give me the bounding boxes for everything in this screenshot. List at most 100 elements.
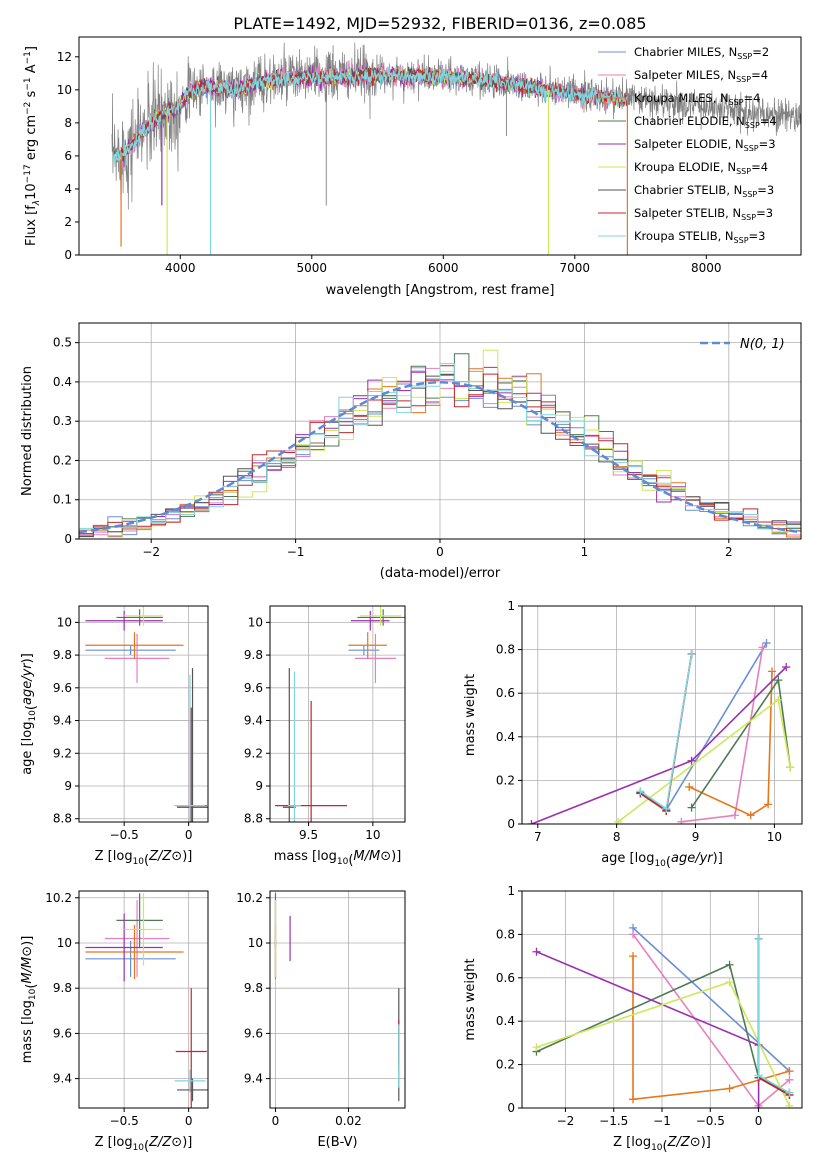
y-tick-label: 9.4 <box>53 714 72 728</box>
y-tick-label: 0.2 <box>496 773 515 787</box>
figure-title: PLATE=1492, MJD=52932, FIBERID=0136, z=0… <box>233 14 646 33</box>
weight-line-celodie <box>536 963 790 1094</box>
weight-marker-selodie <box>754 1104 763 1108</box>
label-part: )] <box>701 1135 711 1150</box>
weight-line-sstelib <box>639 653 693 813</box>
y-tick-label: 10 <box>248 615 263 629</box>
x-axis-label: Z [log10(Z/Z⊙)] <box>613 1135 711 1154</box>
axes-frame <box>269 605 406 823</box>
label-part: )] <box>713 851 723 866</box>
legend-label-main: Chabrier ELODIE, N <box>634 114 745 128</box>
gridlines <box>522 606 802 824</box>
legend-label-sub: SSP <box>736 167 751 176</box>
y-tick-label: 0 <box>507 1101 515 1115</box>
y-axis-label: mass weight <box>463 674 478 756</box>
legend-label-sub: SSP <box>742 190 757 199</box>
x-axis-label: Z [log10(Z/Z⊙)] <box>95 1135 193 1154</box>
label-part: M/M⊙ <box>353 849 391 864</box>
y-tick-label: 9.6 <box>244 1026 263 1040</box>
x-axis-label: E(B-V) <box>317 1135 357 1150</box>
y-tick-label: 9.4 <box>244 714 263 728</box>
plot-area <box>522 606 802 824</box>
x-tick-label: 0 <box>185 828 193 842</box>
axes-frame <box>78 605 209 823</box>
legend-label-gaussian: N(0, 1) <box>740 337 785 352</box>
legend-label-sstelib: Salpeter STELIB, NSSP=3 <box>634 206 773 222</box>
weight-marker-kmiles <box>629 1095 638 1104</box>
weight-line-cmiles <box>632 927 790 1072</box>
y-tick-label: 0.6 <box>496 971 515 985</box>
weight-marker-smiles <box>730 811 739 820</box>
label-part: −2 <box>23 102 33 115</box>
legend-label-suffix: =4 <box>751 68 768 82</box>
legend-label-main: Kroupa ELODIE, N <box>634 160 736 174</box>
legend-label-sub: SSP <box>729 98 744 107</box>
label-part: s <box>24 90 39 101</box>
x-axis-label: wavelength [Angstrom, rest frame] <box>326 283 555 298</box>
weight-line-cstelib <box>639 653 693 813</box>
y-tick-label: 4 <box>64 182 72 196</box>
y-tick-label: 9.8 <box>244 648 263 662</box>
weight-line-selodie <box>531 666 787 824</box>
x-tick-label: 6000 <box>428 261 459 275</box>
label-part: )] <box>182 849 192 864</box>
label-part: Flux [f <box>24 205 39 246</box>
label-part: M/M⊙ <box>20 946 35 984</box>
spectrum-model-kstelib <box>114 66 628 167</box>
weight-marker-selodie <box>532 947 541 956</box>
axes-frame <box>521 605 803 825</box>
label-part: ( <box>144 853 149 868</box>
weight-marker-kstelib <box>662 804 671 813</box>
label-part: age [log <box>20 722 35 775</box>
x-tick-label: 0 <box>272 1114 280 1128</box>
y-tick-label: 9.6 <box>53 681 72 695</box>
y-tick-label: 10.2 <box>236 891 263 905</box>
weight-marker-kstelib <box>785 1088 794 1097</box>
legend-label-main: Chabrier STELIB, N <box>634 183 742 197</box>
weight-marker-kmiles <box>746 811 755 820</box>
plot-area <box>79 323 801 539</box>
weight-marker-smiles <box>758 643 767 652</box>
legend-label-sub: SSP <box>737 52 752 61</box>
axes-residuals: −2 −1 0 1 2 0 0.1 0.2 0.3 0.4 0.5 (data-model)/erro… <box>20 322 802 581</box>
y-tick-label: 0.8 <box>496 927 515 941</box>
label-part: Z/Z⊙ <box>148 849 182 864</box>
weight-line-kelodie <box>617 698 791 823</box>
weight-marker-kstelib <box>754 934 763 943</box>
legend-label-kstelib: Kroupa STELIB, NSSP=3 <box>634 229 765 245</box>
y-tick-label: 8.8 <box>53 812 72 826</box>
legend-label-suffix: =3 <box>756 206 773 220</box>
label-part: ( <box>348 853 353 868</box>
plot-area <box>79 606 208 822</box>
plot-area <box>79 891 208 1108</box>
x-tick-label: 4000 <box>165 261 196 275</box>
y-tick-label: 0.1 <box>53 493 72 507</box>
weight-marker-kmiles <box>768 667 777 676</box>
axes-frame <box>78 36 802 256</box>
spectrum-model-sstelib <box>116 67 628 163</box>
label-part: A <box>24 64 39 77</box>
y-tick-label: 10 <box>57 936 72 950</box>
x-tick-label: 0 <box>436 545 444 559</box>
weight-marker-kmiles <box>764 800 773 809</box>
y-tick-label: 9.4 <box>244 1072 263 1086</box>
label-part: )] <box>391 849 401 864</box>
gaussian-reference-curve <box>79 381 801 534</box>
weight-line-cmiles <box>665 642 768 811</box>
x-axis-label: (data-model)/error <box>380 566 501 581</box>
y-tick-label: 8.8 <box>244 812 263 826</box>
y-tick-label: 0 <box>507 817 515 831</box>
label-part: ( <box>24 705 39 710</box>
legend-label-main: Salpeter STELIB, N <box>634 206 741 220</box>
label-part: ( <box>666 855 671 870</box>
label-part: Z [log <box>95 849 133 864</box>
y-tick-label: 9.2 <box>244 746 263 760</box>
label-part: −17 <box>23 164 33 183</box>
y-tick-label: 9.2 <box>53 746 72 760</box>
y-tick-label: 1 <box>507 599 515 613</box>
legend-label-suffix: =4 <box>751 160 768 174</box>
label-part: ] <box>24 46 39 51</box>
legend-label-main: Kroupa STELIB, N <box>634 229 734 243</box>
